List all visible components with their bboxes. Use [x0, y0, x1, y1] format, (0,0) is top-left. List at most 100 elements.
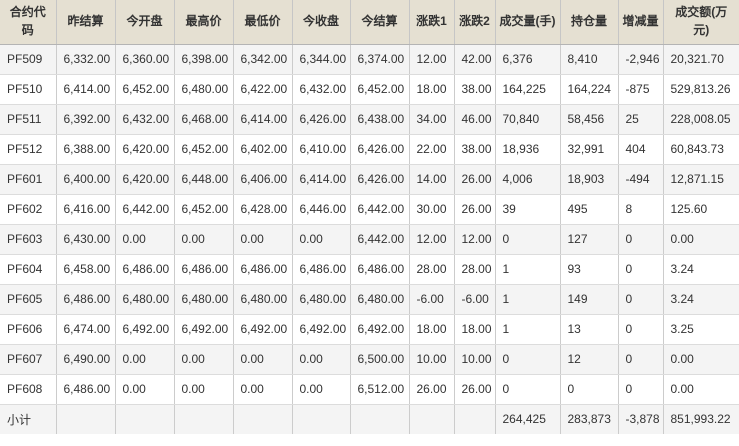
table-cell: 6,480.00 [174, 284, 234, 315]
table-cell: 0.00 [233, 344, 293, 375]
table-cell: 6,430.00 [56, 224, 116, 255]
table-cell: 3.24 [663, 254, 739, 285]
table-row: PF604 6,458.00 6,486.00 6,486.00 6,486.00 6,4… [0, 254, 739, 285]
table-cell: 0.00 [292, 344, 351, 375]
table-cell: 6,442.00 [350, 224, 410, 255]
table-cell: 0 [618, 344, 664, 375]
contract-code-cell: PF608 [0, 374, 57, 405]
table-cell: 6,480.00 [350, 284, 410, 315]
table-cell: 6,402.00 [233, 134, 293, 165]
table-cell: 6,492.00 [350, 314, 410, 345]
table-cell: 495 [560, 194, 619, 225]
table-cell: -3,878 [618, 404, 664, 434]
column-header: 昨结算 [56, 0, 116, 45]
table-cell: 3.25 [663, 314, 739, 345]
contract-code-cell: PF606 [0, 314, 57, 345]
table-cell: 6,480.00 [292, 284, 351, 315]
table-cell: 6,360.00 [115, 44, 175, 75]
table-cell: 1 [495, 284, 561, 315]
table-cell: 6,512.00 [350, 374, 410, 405]
table-cell: 6,332.00 [56, 44, 116, 75]
table-cell: 46.00 [454, 104, 496, 135]
table-cell: 0.00 [115, 344, 175, 375]
table-cell: 6,486.00 [56, 284, 116, 315]
table-cell: 6,458.00 [56, 254, 116, 285]
table-cell: 3.24 [663, 284, 739, 315]
contract-code-cell: PF511 [0, 104, 57, 135]
table-cell: 6,486.00 [292, 254, 351, 285]
table-cell: 0.00 [663, 344, 739, 375]
table-cell: 0.00 [233, 374, 293, 405]
table-cell: 0.00 [233, 224, 293, 255]
table-cell: -875 [618, 74, 664, 105]
table-cell: 6,500.00 [350, 344, 410, 375]
table-cell: 6,480.00 [115, 284, 175, 315]
table-cell [350, 404, 410, 434]
table-cell: 6,414.00 [56, 74, 116, 105]
table-cell: 6,376 [495, 44, 561, 75]
table-cell: 0 [618, 254, 664, 285]
contract-code-cell: 小计 [0, 404, 57, 434]
table-cell: 6,420.00 [115, 134, 175, 165]
table-cell: 28.00 [454, 254, 496, 285]
table-cell: 149 [560, 284, 619, 315]
table-cell: -6.00 [454, 284, 496, 315]
table-cell: -2,946 [618, 44, 664, 75]
table-cell: 12,871.15 [663, 164, 739, 195]
table-cell: 6,486.00 [350, 254, 410, 285]
table-cell: 25 [618, 104, 664, 135]
table-cell: 1 [495, 254, 561, 285]
table-cell: 6,398.00 [174, 44, 234, 75]
table-cell: 34.00 [409, 104, 455, 135]
table-cell: 0.00 [663, 224, 739, 255]
table-cell: 0 [495, 344, 561, 375]
table-cell: 13 [560, 314, 619, 345]
table-cell: 0 [495, 224, 561, 255]
table-cell: 38.00 [454, 74, 496, 105]
table-cell: 6,452.00 [115, 74, 175, 105]
table-cell: 0.00 [174, 374, 234, 405]
table-cell: 6,452.00 [350, 74, 410, 105]
table-cell: 26.00 [409, 374, 455, 405]
table-cell: 93 [560, 254, 619, 285]
table-cell: 18.00 [454, 314, 496, 345]
table-cell: 10.00 [409, 344, 455, 375]
table-cell: 12.00 [454, 224, 496, 255]
column-header: 增减量 [618, 0, 664, 45]
table-cell: 6,438.00 [350, 104, 410, 135]
table-cell [233, 404, 293, 434]
table-cell: 6,486.00 [174, 254, 234, 285]
table-cell: 6,486.00 [115, 254, 175, 285]
table-cell: 6,432.00 [292, 74, 351, 105]
column-header: 成交额(万元) [663, 0, 739, 45]
table-cell: 8,410 [560, 44, 619, 75]
table-cell: 164,224 [560, 74, 619, 105]
table-cell: 0.00 [292, 374, 351, 405]
table-row: PF608 6,486.00 0.00 0.00 0.00 0.00 6,512.00 26.… [0, 374, 739, 405]
table-cell: 6,426.00 [350, 134, 410, 165]
table-cell: 0 [618, 224, 664, 255]
header-row: 合约代码 昨结算 今开盘 最高价 最低价 今收盘 今结算 涨跌1 涨跌2 成交量(手) 持仓量 增减量… [0, 0, 739, 45]
table-cell: 18,936 [495, 134, 561, 165]
column-header: 合约代码 [0, 0, 57, 45]
table-cell: 6,374.00 [350, 44, 410, 75]
table-cell: 6,342.00 [233, 44, 293, 75]
table-cell: 70,840 [495, 104, 561, 135]
table-cell [292, 404, 351, 434]
table-cell: 6,432.00 [115, 104, 175, 135]
table-cell: 6,448.00 [174, 164, 234, 195]
table-cell: 1 [495, 314, 561, 345]
table-row: PF602 6,416.00 6,442.00 6,452.00 6,428.00 6,4… [0, 194, 739, 225]
contract-code-cell: PF604 [0, 254, 57, 285]
column-header: 涨跌2 [454, 0, 496, 45]
table-cell: 28.00 [409, 254, 455, 285]
table-cell: 6,388.00 [56, 134, 116, 165]
table-cell: 6,492.00 [174, 314, 234, 345]
table-cell: 30.00 [409, 194, 455, 225]
table-cell: 20,321.70 [663, 44, 739, 75]
table-header: 合约代码 昨结算 今开盘 最高价 最低价 今收盘 今结算 涨跌1 涨跌2 成交量(手) 持仓量 增减量… [0, 0, 739, 45]
table-cell: 26.00 [454, 374, 496, 405]
table-row: PF606 6,474.00 6,492.00 6,492.00 6,492.00 6,4… [0, 314, 739, 345]
table-cell: 6,486.00 [233, 254, 293, 285]
